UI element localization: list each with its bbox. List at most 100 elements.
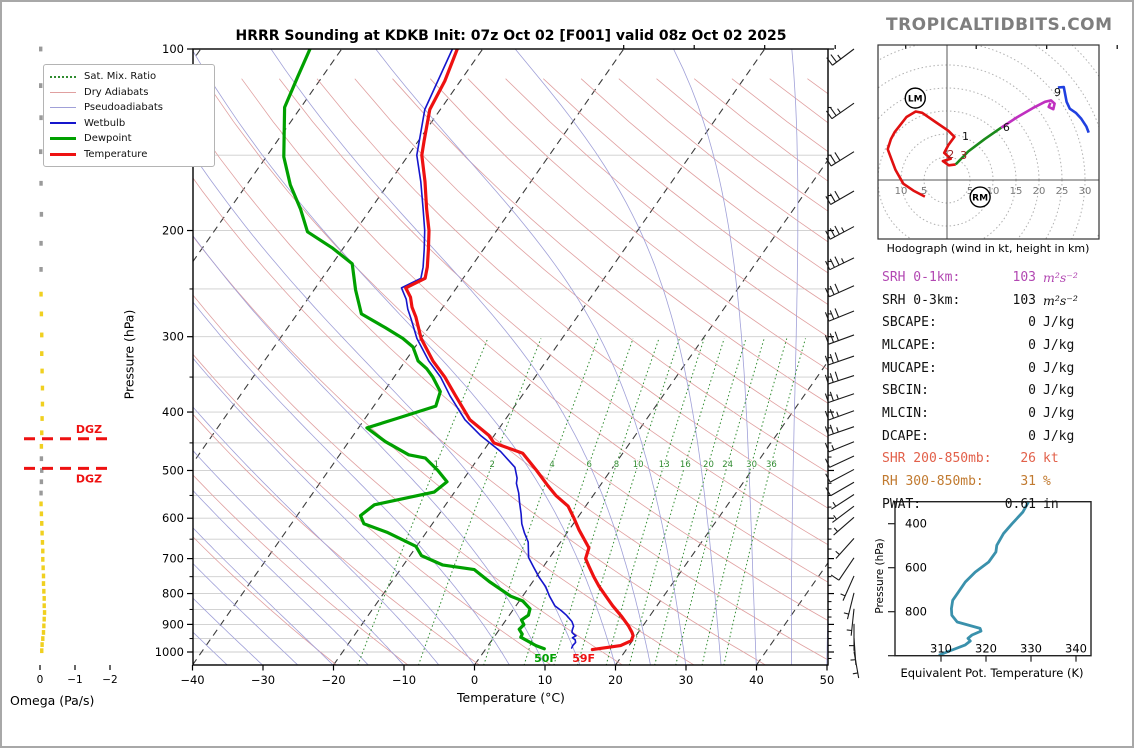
index-row: PWAT: 0.61 in [882,493,1117,516]
hodograph-axis-label: 10 [895,186,908,197]
dry-adiabat-line [316,78,828,509]
thetae-y-tick-label: 400 [905,517,927,531]
hodograph-plot-area: 10 5 5 10 15 20 25 30 12 3 6 9 LM RM [878,45,1099,239]
index-row: SRH 0-3km: 103 m²s⁻² [882,289,1117,312]
wind-barb [843,592,855,620]
index-unit: in [1043,496,1059,512]
pseudoadiabat-line [826,599,828,665]
wind-barb [825,151,855,167]
hodograph-frame [877,44,1100,240]
mixing-ratio-line [654,338,747,665]
index-row: SRH 0-1km: 103 m²s⁻² [882,266,1117,289]
wind-barb [825,256,855,271]
temperature-line-swatch [50,152,76,156]
pseudoadiabat-line [193,597,264,665]
index-row: SHR 200-850mb: 26 kt [882,448,1117,471]
index-label: SRH 0-3km: [882,292,961,308]
pseudoadiabat-line [193,489,369,665]
index-value: 0 [1028,405,1036,421]
legend-item-temperature: Temperature [50,147,208,163]
wind-barb [852,651,860,679]
dry-adiabat-line [429,78,828,404]
skewt-x-axis-label: Temperature (°C) [457,690,565,705]
index-unit: J/kg [1043,428,1075,444]
temperature-tick-label: 30 [679,673,694,687]
index-value: 0 [1028,315,1036,331]
pseudoadiabat-line [375,49,687,665]
legend-item-label: Temperature [84,148,148,160]
mixing-ratio-line [553,338,660,665]
temperature-curve [404,49,635,652]
skewt-legend: Sat. Mix. Ratio Dry Adiabats Pseudoadiabat… [43,64,215,167]
pseudoadiabat-line [193,153,581,665]
mixing-ratio-line [628,338,725,665]
skewt-frame [192,48,829,666]
omega-axis-label: Omega (Pa/s) [10,693,95,708]
thetae-x-tick-label: 320 [975,642,997,656]
wind-barb [832,505,855,523]
temperature-tick-label: −10 [392,673,416,687]
surface-59F-label: 59F [572,652,595,665]
index-unit: kt [1043,451,1059,467]
dry-adiabat-line [193,413,481,665]
mixing-ratio-label: 2 [489,460,494,470]
dry-adiabat-line [193,474,409,665]
pseudoadiabat-line [193,450,405,665]
legend-item-label: Sat. Mix. Ratio [84,71,157,83]
index-value: 0.61 [1004,496,1036,512]
thetae-x-tick-label: 340 [1065,642,1087,656]
wind-barb [824,352,855,366]
index-row: MUCAPE: 0 J/kg [882,357,1117,380]
storm-motion-marker-LM: LM [904,87,926,109]
wind-barb [824,308,855,322]
surface-50F-label: 50F [534,652,557,665]
hodograph-height-label: 6 [1003,121,1010,134]
dry-adiabat-line [193,177,767,665]
mixing-ratio-label: 6 [587,460,592,470]
index-value: 26 [1020,451,1036,467]
legend-item-pseudo: Pseudoadiabats [50,100,208,116]
isotherm-line [193,49,484,464]
hodograph-caption: Hodograph (wind in kt, height in km) [886,242,1090,255]
index-unit: J/kg [1043,315,1075,331]
mixing-ratio-line [483,338,599,665]
dry-adiabat-line [241,78,828,583]
mixing-ratio-label: 20 [703,460,714,470]
page-title: HRRR Sounding at KDKB Init: 07z Oct 02 [… [235,28,787,44]
legend-item-wetbulb: Wetbulb [50,116,208,132]
dgz-label: DGZ [76,472,102,485]
isotherm-line [615,360,828,665]
index-label: SBCIN: [882,383,929,399]
index-row: SBCAPE: 0 J/kg [882,311,1117,334]
hodograph-segment-3-6km [954,126,1003,166]
legend-item-dry: Dry Adiabats [50,85,208,101]
index-unit: J/kg [1043,360,1075,376]
dry-line-swatch [50,91,76,93]
dewpoint-line-swatch [50,137,76,141]
omega-tick-label: −2 [102,674,117,686]
mixing-ratio-line [723,338,806,665]
temperature-tick-label: −20 [321,673,345,687]
wind-barb [824,391,855,404]
mixing-ratio-line [675,338,765,665]
hodograph-segment-6-9km [1000,99,1056,129]
hodograph-axis-label: 10 [987,186,1000,197]
dry-adiabat-line [467,78,828,371]
index-unit: J/kg [1043,383,1075,399]
index-label: DCAPE: [882,428,929,444]
wind-barb [850,637,857,665]
legend-item-label: Wetbulb [84,117,126,129]
index-value: 103 [1012,292,1036,308]
svg-text:LM: LM [908,95,923,105]
mixing-ratio-label: 24 [722,460,733,470]
pressure-tick-label: 900 [162,617,184,631]
temperature-tick-label: −30 [251,673,275,687]
wind-barb [824,371,855,385]
hodograph-height-label: 9 [1054,86,1061,99]
hodograph-height-label: 3 [960,149,967,162]
mixing-ratio-line [577,338,680,665]
mixing-ratio-label: 1 [434,460,439,470]
wind-barb [825,102,855,120]
pressure-tick-label: 400 [162,405,184,419]
